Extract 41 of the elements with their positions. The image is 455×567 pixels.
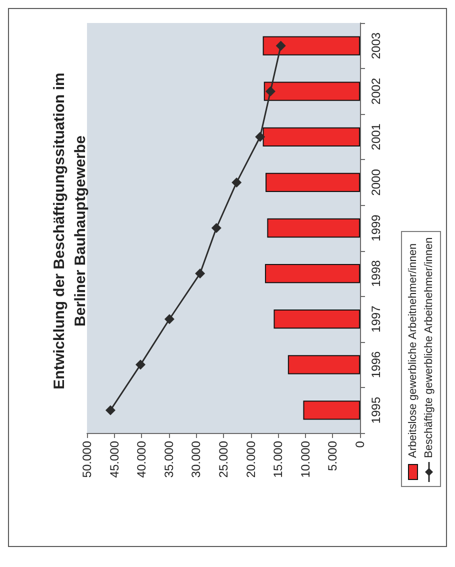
x-tick-label: 0 [353, 440, 367, 448]
y-tick-label: 1997 [369, 305, 383, 332]
y-tick-label: 2003 [369, 32, 383, 60]
y-tick-label: 2001 [369, 123, 383, 150]
y-tick-label: 1996 [369, 350, 383, 378]
point [232, 177, 242, 188]
x-tick-label: 35.000 [162, 440, 176, 478]
y-tick-label: 2002 [369, 78, 383, 105]
text: Arbeitslose gewerbliche Arbeitnehmer/innen [407, 243, 419, 458]
y-tick-label: 1998 [369, 260, 383, 287]
text: Entwicklung der Beschäftigungssituation im Berliner Bauhauptgewerbe [51, 72, 89, 390]
y-tick-label: 2000 [369, 168, 383, 196]
y-tick-label: 1999 [369, 214, 383, 242]
point [276, 40, 286, 51]
bar [266, 172, 360, 192]
point [255, 132, 266, 142]
y-tick-label: 1995 [369, 396, 383, 424]
x-tick-label: 15.000 [271, 440, 286, 478]
bar [262, 127, 360, 146]
x-tick-label: 20.000 [244, 440, 258, 478]
bar [303, 400, 360, 420]
x-tick-label: 10.000 [298, 440, 312, 478]
x-tick-label: 45.000 [107, 440, 122, 478]
bar [288, 355, 360, 374]
bar [264, 264, 360, 284]
x-tick-label: 30.000 [189, 440, 204, 478]
point [105, 405, 116, 416]
bar [264, 82, 360, 101]
point [265, 86, 276, 96]
bar [274, 310, 360, 329]
bar [262, 36, 360, 56]
point [211, 223, 222, 233]
text: Beschäftigte gewerbliche Arbeitnehmer/innen [423, 237, 435, 458]
bar [267, 218, 360, 238]
x-tick-label: 50.000 [80, 440, 94, 478]
point [136, 360, 146, 370]
x-tick-label: 25.000 [216, 440, 230, 478]
point [195, 268, 206, 279]
x-tick-label: 5.000 [326, 440, 340, 472]
point [164, 314, 174, 324]
x-tick-label: 40.000 [134, 440, 149, 478]
